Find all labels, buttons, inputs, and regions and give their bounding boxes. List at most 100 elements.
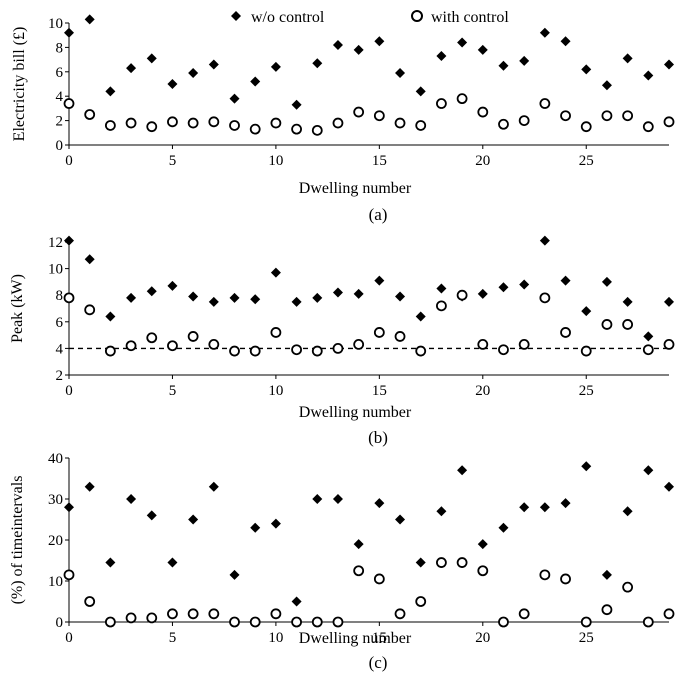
data-point-without-control: [64, 27, 74, 38]
data-point-with-control: [539, 569, 551, 581]
data-point-with-control: [601, 319, 613, 330]
x-tick-label: 0: [65, 153, 73, 169]
data-point-without-control: [539, 235, 550, 246]
x-tick-label: 0: [65, 630, 73, 646]
data-point-with-control: [601, 604, 613, 616]
data-point-without-control: [250, 76, 261, 87]
y-tick-label: 0: [56, 615, 64, 631]
data-point-without-control: [477, 288, 488, 299]
data-point-without-control: [229, 93, 240, 104]
data-point-with-control: [311, 345, 323, 357]
data-point-with-control: [642, 344, 654, 356]
legend-label-with-control: with control: [431, 9, 509, 26]
data-point-without-control: [312, 292, 323, 303]
data-point-with-control: [436, 557, 447, 568]
data-point-without-control: [229, 569, 240, 580]
data-point-with-control: [477, 339, 489, 350]
data-point-without-control: [581, 64, 592, 75]
data-point-without-control: [229, 292, 240, 303]
data-point-without-control: [291, 296, 302, 307]
data-point-with-control: [560, 110, 571, 122]
data-point-with-control: [104, 120, 116, 131]
x-tick-label: 25: [579, 630, 594, 646]
data-point-without-control: [622, 296, 633, 307]
x-tick-label: 15: [372, 630, 387, 646]
x-tick-label: 10: [268, 630, 283, 646]
data-point-without-control: [477, 539, 488, 550]
data-point-with-control: [539, 292, 551, 304]
panel-c-caption: (c): [369, 653, 388, 672]
data-point-without-control: [457, 465, 468, 476]
data-point-with-control: [415, 120, 427, 131]
data-point-without-control: [84, 14, 95, 25]
data-point-with-control: [353, 565, 365, 577]
data-point-with-control: [332, 342, 344, 354]
data-point-without-control: [664, 59, 674, 70]
data-point-without-control: [601, 569, 612, 580]
data-point-without-control: [146, 286, 157, 297]
data-point-with-control: [125, 612, 137, 624]
data-point-without-control: [560, 36, 571, 47]
data-point-with-control: [394, 608, 406, 620]
legend-circle-marker: [411, 10, 423, 22]
data-point-without-control: [519, 502, 530, 513]
data-point-without-control: [270, 61, 281, 72]
panel-a: (a) 0 2 4 6 8 10 0 5 10 15 20 25 Dwelling number Elec…: [11, 14, 675, 224]
data-point-with-control: [249, 123, 261, 135]
data-point-with-control: [146, 121, 158, 133]
data-point-without-control: [126, 292, 137, 303]
data-point-with-control: [125, 340, 137, 352]
data-point-without-control: [643, 70, 654, 81]
data-point-with-control: [394, 117, 406, 129]
data-point-with-control: [539, 98, 551, 109]
data-point-without-control: [436, 506, 447, 517]
y-tick-label: 4: [56, 341, 64, 357]
data-point-without-control: [332, 287, 343, 298]
data-point-with-control: [208, 116, 220, 128]
data-point-with-control: [229, 120, 240, 131]
data-point-without-control: [208, 296, 219, 307]
data-point-with-control: [187, 331, 199, 342]
data-point-with-control: [456, 557, 468, 568]
data-point-with-control: [518, 339, 530, 350]
data-point-without-control: [395, 291, 406, 302]
x-tick-label: 15: [372, 383, 387, 399]
data-point-without-control: [395, 68, 406, 79]
data-point-with-control: [642, 616, 654, 628]
data-point-without-control: [332, 494, 343, 504]
data-point-with-control: [663, 608, 675, 620]
y-tick-label: 6: [56, 315, 64, 331]
data-point-with-control: [291, 344, 302, 356]
data-point-with-control: [518, 608, 530, 620]
data-point-with-control: [415, 345, 427, 357]
panel-b-x-axis-title: Dwelling number: [299, 404, 412, 421]
data-point-with-control: [167, 340, 178, 352]
data-point-with-control: [353, 106, 365, 118]
data-point-with-control: [63, 292, 75, 304]
panel-b-caption: (b): [368, 428, 388, 447]
data-point-without-control: [374, 275, 385, 286]
data-point-without-control: [581, 461, 592, 472]
data-point-with-control: [167, 116, 178, 128]
data-point-with-control: [104, 616, 116, 628]
data-point-with-control: [270, 117, 282, 129]
panel-b: (b) 2 4 6 8 10 12 0 5 10 15 20 25 Dwelling number Pea…: [9, 235, 675, 447]
y-tick-label: 10: [48, 574, 63, 590]
data-point-with-control: [560, 327, 571, 338]
data-point-without-control: [436, 283, 447, 294]
panel-c: (c) 0 10 20 30 40 0 5 10 15 20 25 Dwelling number (%…: [9, 451, 675, 672]
data-point-without-control: [64, 235, 74, 246]
data-point-without-control: [643, 331, 654, 342]
panel-a-y-axis-title: Electricity bill (£): [11, 27, 28, 142]
data-point-without-control: [353, 539, 364, 550]
data-point-without-control: [167, 280, 178, 291]
data-point-with-control: [498, 344, 509, 356]
data-point-without-control: [250, 522, 261, 533]
data-point-with-control: [436, 300, 447, 312]
data-point-with-control: [518, 115, 530, 126]
x-tick-label: 25: [579, 383, 594, 399]
data-point-with-control: [208, 339, 220, 350]
data-point-without-control: [105, 311, 116, 322]
y-tick-label: 0: [56, 138, 64, 154]
data-point-without-control: [560, 275, 571, 286]
